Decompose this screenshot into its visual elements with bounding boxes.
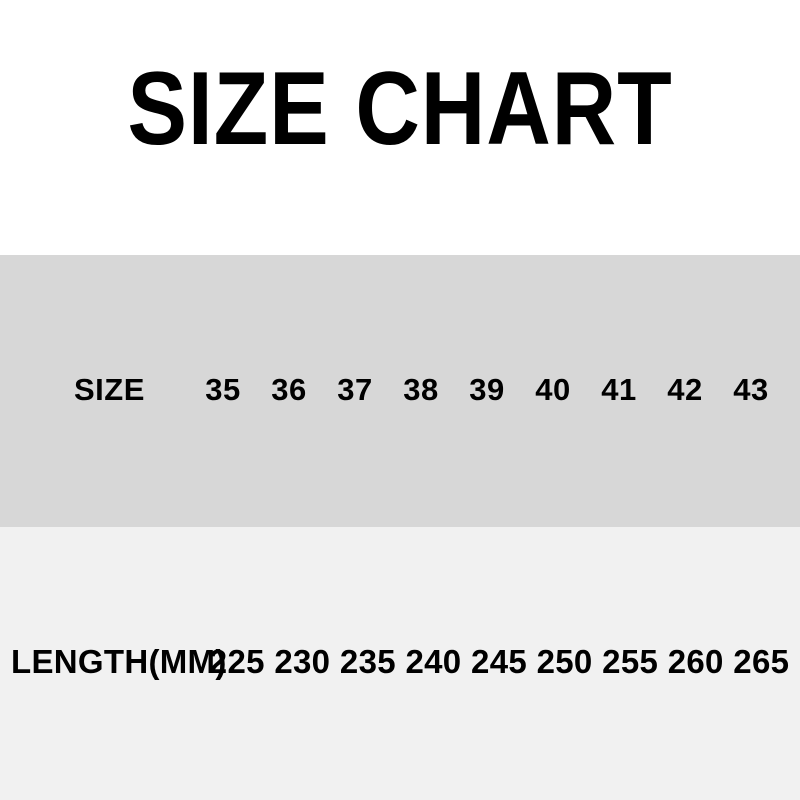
length-cell: 265	[733, 643, 790, 680]
size-cell: 42	[667, 372, 703, 407]
page-title: SIZE CHART	[127, 51, 673, 167]
length-cell: 240	[405, 643, 462, 680]
size-row-band	[0, 255, 800, 527]
size-cell: 36	[271, 372, 307, 407]
row-label-size: SIZE	[74, 372, 145, 407]
size-cell: 40	[535, 372, 571, 407]
length-cell: 225	[208, 643, 265, 680]
length-row-band	[0, 527, 800, 800]
length-cell: 230	[274, 643, 331, 680]
length-cell: 235	[339, 643, 396, 680]
length-cell: 250	[536, 643, 593, 680]
size-cell: 35	[205, 372, 241, 407]
size-cell: 39	[469, 372, 505, 407]
length-cell: 260	[667, 643, 724, 680]
table-row-size: SIZE 35 36 37 38 39 40 41 42 43	[0, 370, 800, 410]
length-cell: 255	[602, 643, 659, 680]
size-values: 35 36 37 38 39 40 41 42 43	[190, 372, 800, 408]
size-cell: 43	[733, 372, 769, 407]
length-cell: 245	[471, 643, 528, 680]
table-row-length: LENGTH(MM) 225 230 235 240 245 250 255 2…	[0, 642, 800, 682]
size-cell: 37	[337, 372, 373, 407]
length-values: 225 230 235 240 245 250 255 260 265	[204, 643, 800, 681]
size-cell: 41	[601, 372, 637, 407]
row-label-length: LENGTH(MM)	[11, 643, 227, 680]
size-cell: 38	[403, 372, 439, 407]
title-band: SIZE CHART	[0, 0, 800, 255]
